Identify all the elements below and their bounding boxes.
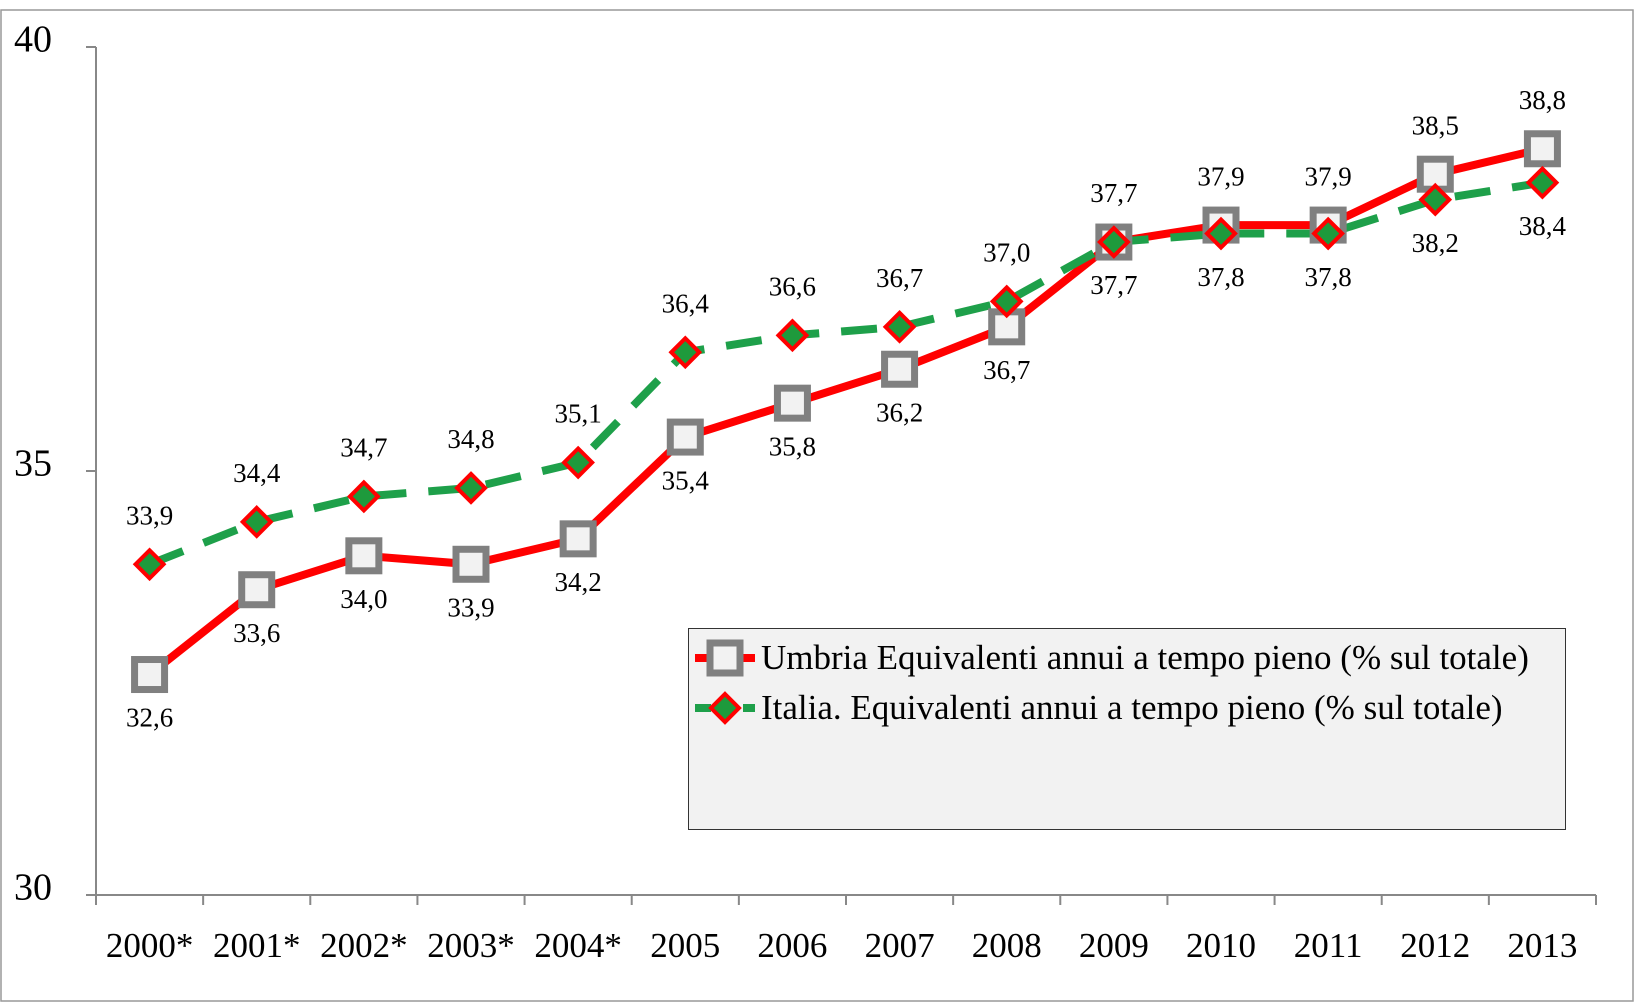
x-tick-label: 2013 (1507, 926, 1577, 965)
marker (881, 350, 919, 388)
marker (706, 639, 744, 677)
marker (666, 418, 704, 456)
data-label: 37,8 (1197, 262, 1244, 292)
marker (1418, 182, 1453, 217)
marker (345, 537, 383, 575)
data-label: 37,0 (983, 238, 1030, 268)
data-label: 38,5 (1412, 110, 1459, 140)
y-tick-label: 30 (14, 867, 52, 909)
data-label: 37,9 (1197, 161, 1244, 191)
x-tick-label: 2011 (1294, 926, 1363, 965)
marker (454, 471, 488, 505)
data-label: 37,8 (1305, 262, 1352, 292)
x-tick-label: 2002* (320, 926, 408, 965)
data-label: 37,9 (1305, 161, 1352, 191)
x-tick-label: 2008 (972, 926, 1042, 965)
marker (1311, 216, 1345, 251)
data-label: 34,4 (233, 458, 281, 488)
marker (1097, 225, 1131, 259)
data-label: 35,1 (555, 399, 602, 429)
legend-entry: Italia. Equivalenti annui a tempo pieno … (689, 683, 1555, 733)
marker (1204, 216, 1238, 251)
data-label: 34,7 (340, 433, 387, 463)
marker (559, 520, 597, 558)
marker (239, 505, 274, 539)
frame (0, 9, 1634, 1002)
legend: Umbria Equivalenti annui a tempo pieno (… (688, 628, 1566, 830)
marker (131, 656, 169, 694)
y-tick-label: 35 (14, 443, 52, 485)
legend-label: Umbria Equivalenti annui a tempo pieno (… (761, 638, 1529, 677)
data-label: 37,7 (1090, 178, 1137, 208)
x-tick-label: 2007 (865, 926, 935, 965)
data-label: 33,9 (126, 500, 173, 530)
x-tick-label: 2004* (534, 926, 622, 965)
data-label: 33,6 (233, 618, 280, 648)
data-label: 34,8 (447, 424, 494, 454)
legend-icon (695, 691, 755, 725)
data-label: 34,0 (340, 584, 387, 614)
data-label: 36,4 (662, 288, 710, 318)
data-label: 35,8 (769, 431, 816, 461)
marker (989, 284, 1024, 319)
legend-entry: Umbria Equivalenti annui a tempo pieno (… (689, 633, 1555, 683)
data-label: 36,7 (983, 355, 1030, 385)
marker (238, 571, 276, 609)
data-label: 36,7 (876, 263, 923, 293)
marker (1525, 165, 1560, 200)
data-label: 33,9 (447, 592, 494, 622)
data-label: 36,6 (769, 272, 816, 302)
x-tick-label: 2006 (757, 926, 827, 965)
x-tick-label: 2000* (106, 926, 194, 965)
y-tick-label: 40 (14, 19, 52, 61)
legend-icon (695, 639, 755, 677)
data-label: 38,2 (1412, 228, 1459, 258)
legend-label: Italia. Equivalenti annui a tempo pieno … (761, 688, 1503, 727)
marker (452, 545, 490, 583)
x-tick-label: 2009 (1079, 926, 1149, 965)
marker (708, 691, 742, 725)
marker (132, 547, 167, 582)
marker (561, 445, 595, 480)
marker (347, 479, 381, 514)
data-label: 37,7 (1090, 270, 1137, 300)
data-label: 35,4 (662, 465, 710, 495)
x-tick-label: 2003* (427, 926, 515, 965)
marker (775, 318, 810, 353)
data-label: 34,2 (555, 567, 602, 597)
data-label: 36,2 (876, 397, 923, 427)
x-tick-label: 2001* (213, 926, 301, 965)
x-tick-label: 2010 (1186, 926, 1256, 965)
x-tick-label: 2012 (1400, 926, 1470, 965)
x-tick-label: 2005 (650, 926, 720, 965)
marker (668, 335, 703, 370)
data-label: 32,6 (126, 703, 173, 733)
marker (882, 310, 917, 344)
data-label: 38,8 (1519, 85, 1566, 115)
data-label: 38,4 (1519, 211, 1567, 241)
marker (773, 384, 811, 422)
marker (1523, 130, 1561, 168)
